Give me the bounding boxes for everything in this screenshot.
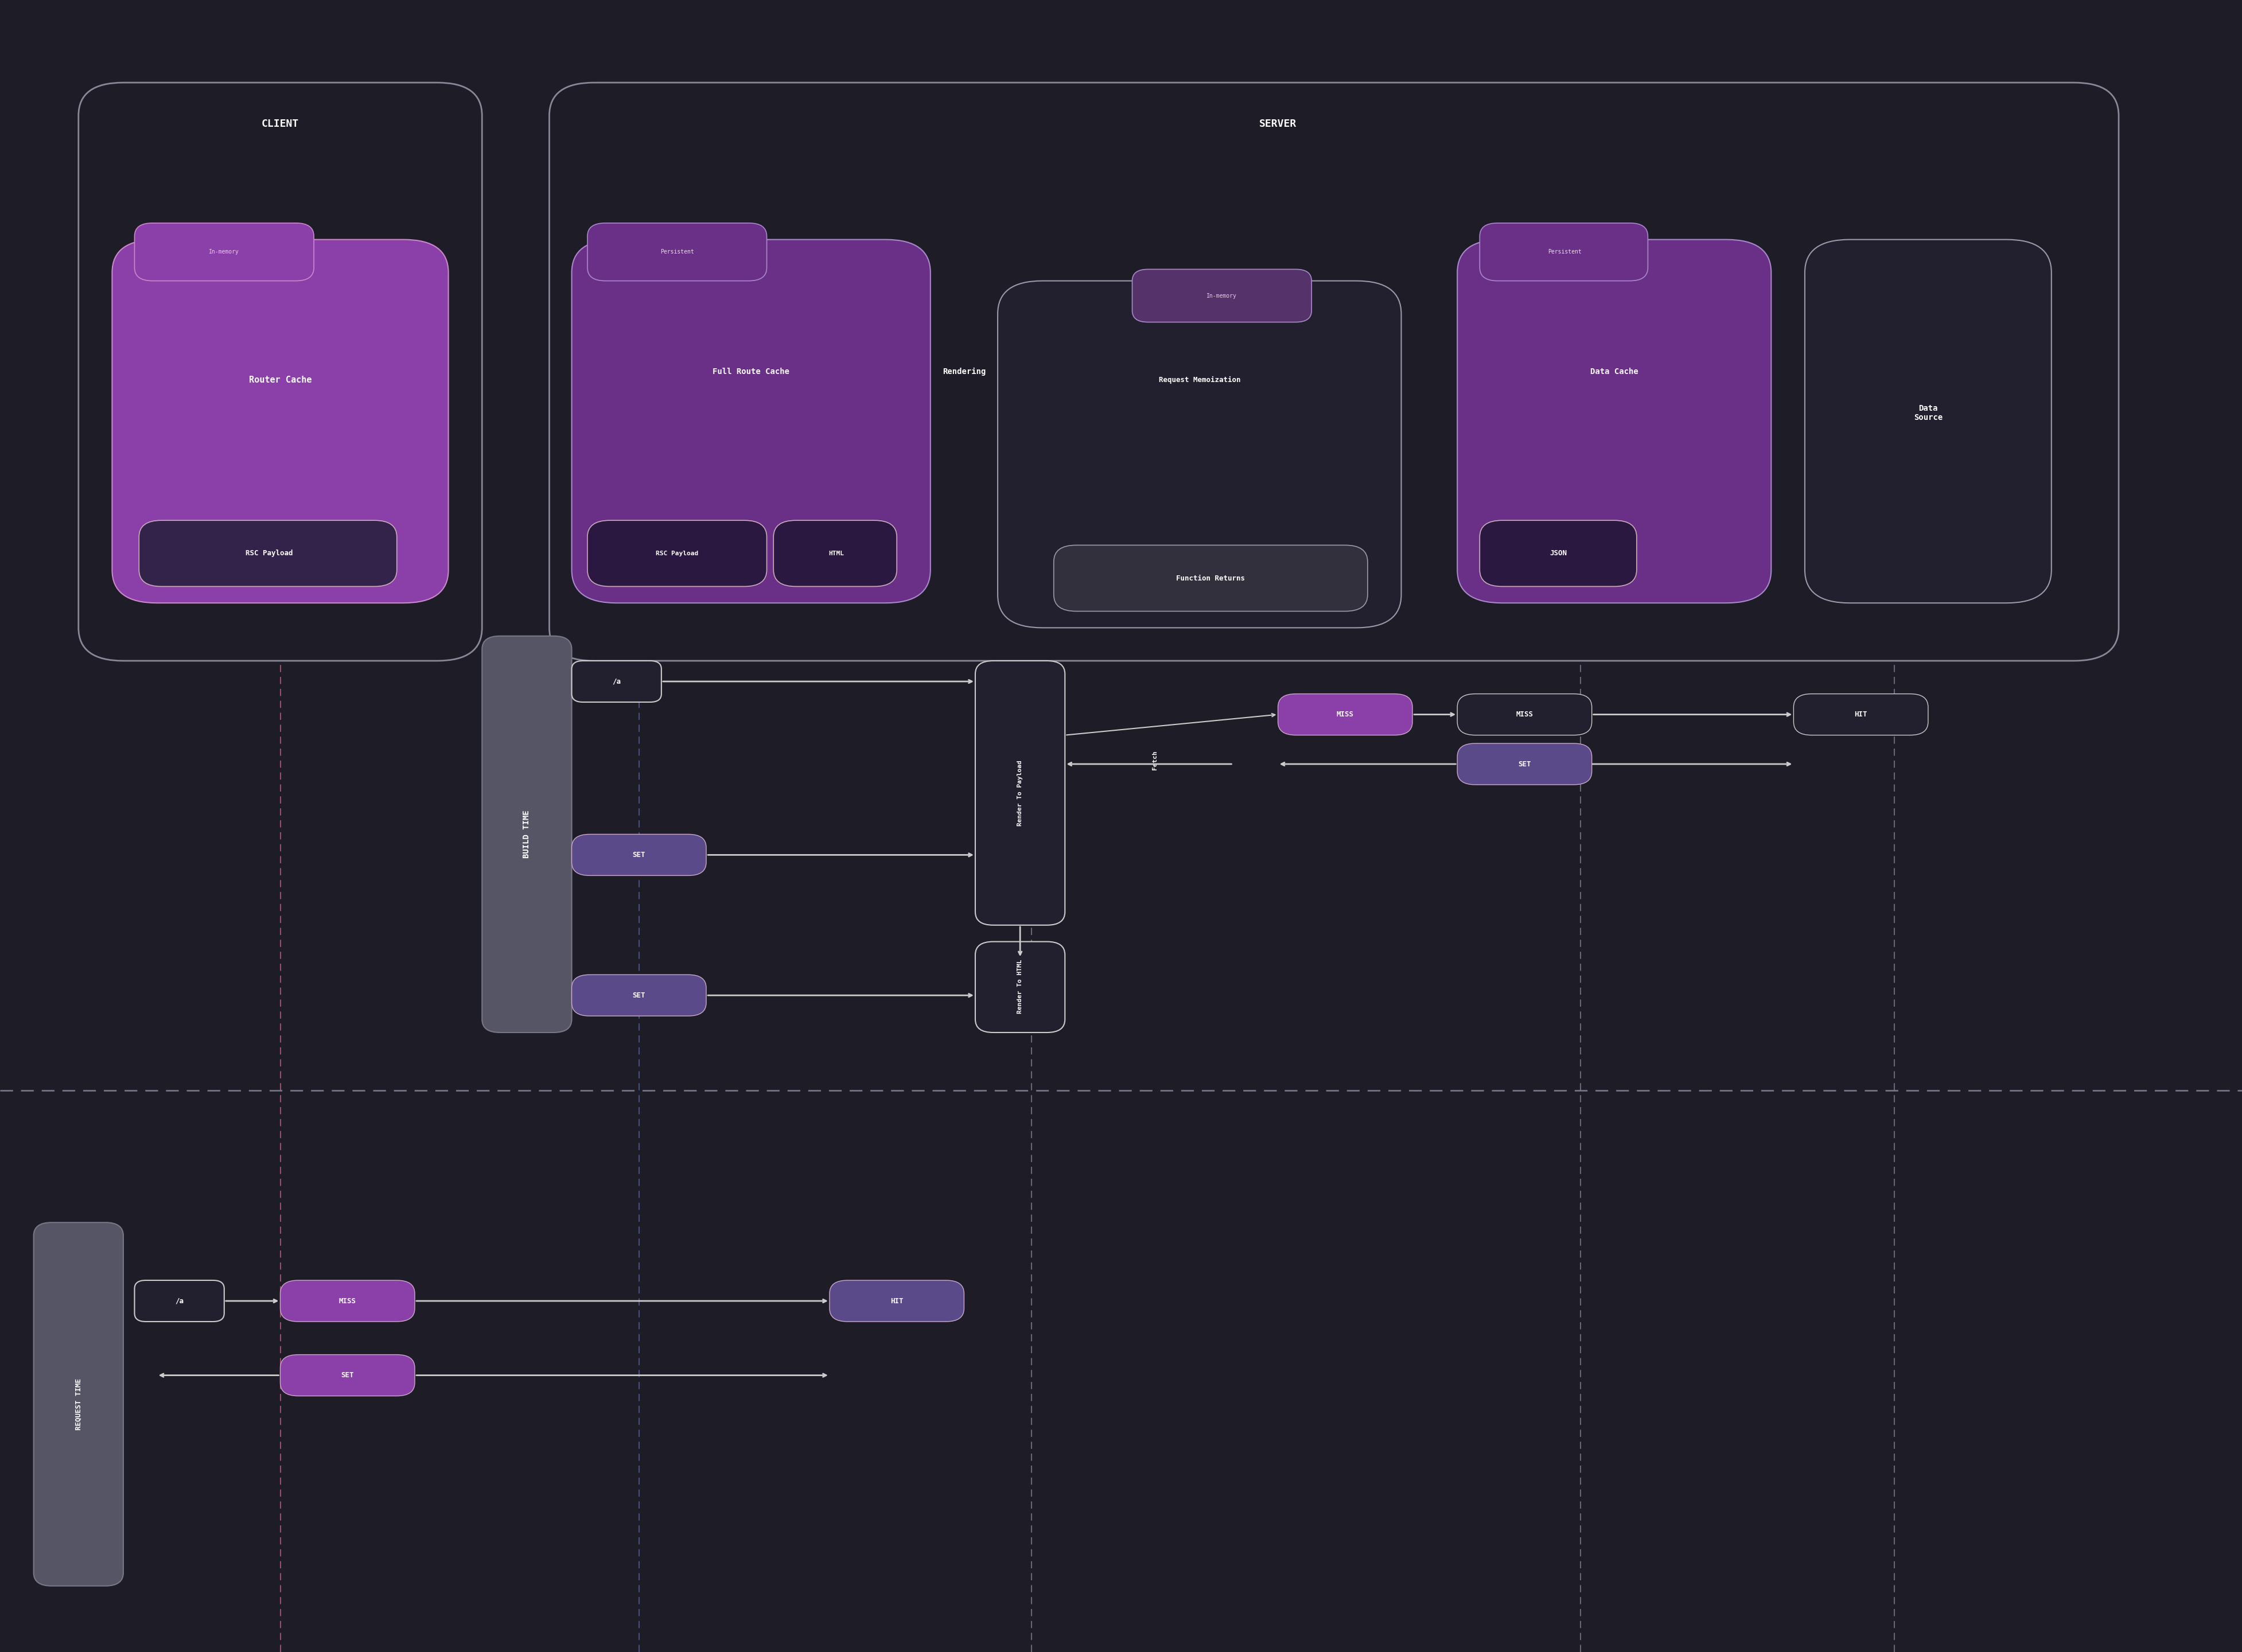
FancyBboxPatch shape [78,83,482,661]
FancyBboxPatch shape [1132,269,1312,322]
Text: HIT: HIT [890,1297,904,1305]
FancyBboxPatch shape [830,1280,964,1322]
Text: Data Cache: Data Cache [1590,368,1639,375]
FancyBboxPatch shape [1480,520,1637,586]
FancyBboxPatch shape [587,223,767,281]
FancyBboxPatch shape [998,281,1401,628]
Text: SET: SET [632,851,646,859]
FancyBboxPatch shape [975,942,1065,1032]
Text: SET: SET [632,991,646,999]
Text: SERVER: SERVER [1260,119,1296,129]
Text: Request Memoization: Request Memoization [1159,377,1240,383]
FancyBboxPatch shape [135,223,314,281]
FancyBboxPatch shape [587,520,767,586]
Text: MISS: MISS [1336,710,1354,719]
Text: HIT: HIT [1854,710,1868,719]
FancyBboxPatch shape [1054,545,1368,611]
Text: RSC Payload: RSC Payload [244,550,294,557]
Text: Router Cache: Router Cache [249,375,312,385]
FancyBboxPatch shape [1278,694,1412,735]
FancyBboxPatch shape [482,636,572,1032]
FancyBboxPatch shape [135,1280,224,1322]
Text: Render To HTML: Render To HTML [1018,960,1022,1013]
FancyBboxPatch shape [112,240,448,603]
Text: Data
Source: Data Source [1915,405,1942,421]
Text: SET: SET [1518,760,1531,768]
FancyBboxPatch shape [549,83,2119,661]
Text: In-memory: In-memory [1206,292,1238,299]
FancyBboxPatch shape [1457,694,1592,735]
FancyBboxPatch shape [139,520,397,586]
Text: JSON: JSON [1549,550,1567,557]
Text: MISS: MISS [339,1297,356,1305]
FancyBboxPatch shape [773,520,897,586]
Text: HTML: HTML [830,550,843,557]
FancyBboxPatch shape [572,240,930,603]
Text: /a: /a [612,677,621,686]
Text: Function Returns: Function Returns [1177,575,1244,582]
Text: Rendering: Rendering [942,368,986,375]
FancyBboxPatch shape [280,1280,415,1322]
FancyBboxPatch shape [280,1355,415,1396]
FancyBboxPatch shape [572,834,706,876]
Text: BUILD TIME: BUILD TIME [522,809,531,859]
Text: Persistent: Persistent [659,249,695,254]
FancyBboxPatch shape [1805,240,2051,603]
Text: Full Route Cache: Full Route Cache [713,368,789,375]
Text: Fetch: Fetch [1152,750,1157,770]
FancyBboxPatch shape [572,661,661,702]
Text: Persistent: Persistent [1547,249,1583,254]
Text: /a: /a [175,1297,184,1305]
Text: REQUEST TIME: REQUEST TIME [74,1378,83,1431]
FancyBboxPatch shape [572,975,706,1016]
FancyBboxPatch shape [975,661,1065,925]
FancyBboxPatch shape [1480,223,1648,281]
FancyBboxPatch shape [1457,743,1592,785]
Text: RSC Payload: RSC Payload [657,550,697,557]
Text: MISS: MISS [1516,710,1534,719]
Text: SET: SET [341,1371,354,1379]
Text: In-memory: In-memory [209,249,240,254]
FancyBboxPatch shape [1794,694,1928,735]
FancyBboxPatch shape [1457,240,1771,603]
Text: CLIENT: CLIENT [262,119,298,129]
FancyBboxPatch shape [34,1222,123,1586]
Text: Render To Payload: Render To Payload [1018,760,1022,826]
